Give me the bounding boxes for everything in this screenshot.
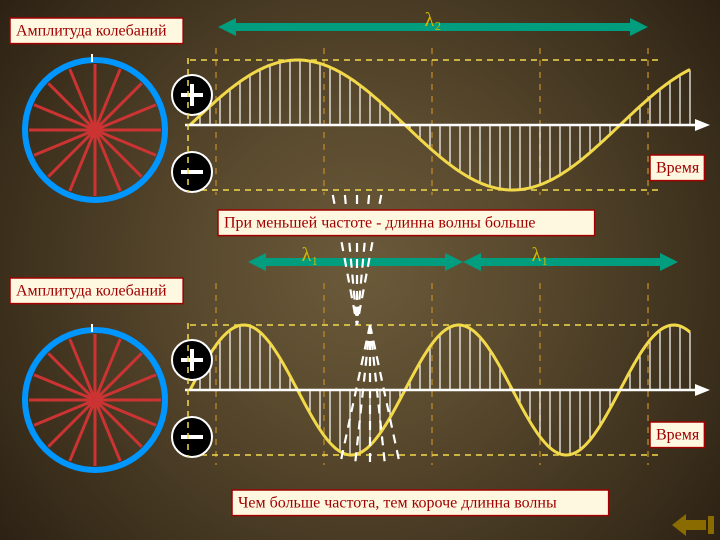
radial-dash — [340, 325, 370, 465]
radial-dash — [355, 325, 370, 465]
amplitude-top-label: Амплитуда колебаний — [16, 23, 167, 40]
caption-low-freq-label: При меньшей частоте - длинна волны больш… — [224, 215, 536, 232]
wheel-1 — [25, 324, 165, 470]
bottom-chart — [185, 283, 710, 465]
time-top-label: Время — [656, 160, 700, 177]
radial-dash — [370, 325, 400, 465]
lambda2-label: λ₂ — [425, 9, 442, 31]
nav-back-icon — [672, 514, 686, 536]
top-chart — [185, 48, 710, 195]
wheel-0 — [25, 54, 165, 200]
amplitude-bottom-label: Амплитуда колебаний — [16, 283, 167, 300]
lambda1-label-1: λ₁ — [532, 244, 549, 266]
lambda1-label-0: λ₁ — [302, 244, 319, 266]
time-bottom-label: Время — [656, 427, 700, 444]
caption-high-freq-label: Чем больше частота, тем короче длинна во… — [238, 495, 557, 512]
